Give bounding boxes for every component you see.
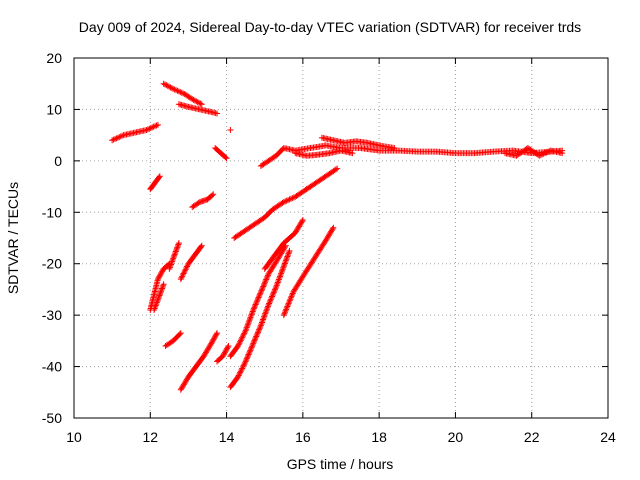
data-series-arc-g [189, 191, 217, 211]
x-axis-label: GPS time / hours [287, 456, 394, 472]
y-axis-label: SDTVAR / TECUs [5, 182, 21, 294]
data-series-arc-a [109, 121, 161, 144]
data-series-arc-f [147, 173, 163, 193]
data-points-arc-p [227, 247, 293, 391]
data-points-arc-e [227, 127, 234, 133]
x-tick-label: 16 [295, 429, 311, 445]
ticks [73, 57, 609, 419]
data-series-arc-p [227, 247, 293, 391]
chart-title: Day 009 of 2024, Sidereal Day-to-day VTE… [79, 19, 581, 35]
x-tick-label: 22 [524, 429, 540, 445]
data-points-arc-c [175, 101, 221, 117]
data-points-arc-n [214, 343, 232, 365]
data-series-arc-b [160, 80, 205, 108]
data-points-arc-j [166, 240, 182, 272]
data-points-arc-w [292, 147, 356, 159]
data-points-arc-i [151, 281, 167, 313]
data-points-arc-b [160, 80, 205, 108]
y-tick-label: 20 [46, 50, 62, 66]
y-tick-label: -50 [42, 410, 62, 426]
data-series-arc-e [227, 127, 234, 133]
data-points-arc-q [280, 224, 337, 319]
data-series-arc-q [280, 224, 337, 319]
y-tick-label: 10 [46, 101, 62, 117]
data-points-arc-o [227, 242, 289, 360]
x-tick-label: 18 [371, 429, 387, 445]
data-series-arc-u [257, 142, 566, 169]
data-series-arc-o [227, 242, 289, 360]
y-tick-label: 0 [54, 153, 62, 169]
x-tick-label: 14 [219, 429, 235, 445]
data-points-arc-a [109, 121, 161, 144]
x-tick-label: 24 [600, 429, 616, 445]
data-series-arc-k [177, 242, 205, 283]
data-points-arc-g [189, 191, 217, 211]
data-points-arc-r [231, 186, 310, 241]
data-series-arc-c [175, 101, 221, 117]
plot-frame [73, 57, 609, 419]
data-points-arc-x [502, 145, 566, 159]
data-series-arc-j [166, 240, 182, 272]
data-points-arc-s [261, 217, 306, 272]
x-tick-label: 10 [66, 429, 82, 445]
data-points-arc-v [318, 134, 398, 151]
y-tick-label: -30 [42, 307, 62, 323]
data-series-arc-n [214, 343, 232, 365]
x-tick-label: 12 [142, 429, 158, 445]
y-tick-label: -20 [42, 256, 62, 272]
data-series-arc-h [147, 260, 173, 313]
data-series-arc-v [318, 134, 398, 151]
data-series-arc-r [231, 186, 310, 241]
y-tick-label: -10 [42, 204, 62, 220]
data-points-arc-m [177, 330, 221, 393]
y-tick-label: -40 [42, 359, 62, 375]
data-points-arc-t [303, 165, 341, 193]
grid [74, 58, 608, 418]
data-points-arc-l [162, 330, 184, 349]
data-series-arc-l [162, 330, 184, 349]
data-points-arc-h [147, 260, 173, 313]
data-series-arc-t [303, 165, 341, 193]
data-points-arc-d [212, 145, 230, 162]
data-points [109, 80, 566, 393]
data-series-arc-i [151, 281, 167, 313]
x-tick-label: 20 [448, 429, 464, 445]
data-points-arc-u [257, 142, 566, 169]
data-series-arc-w [292, 147, 356, 159]
data-series-arc-x [502, 145, 566, 159]
x-tick-labels: 10 12 14 16 18 20 22 24 [66, 429, 616, 445]
y-tick-labels: 20 10 0 -10 -20 -30 -40 -50 [42, 50, 62, 426]
data-points-arc-f [147, 173, 163, 193]
data-series-arc-m [177, 330, 221, 393]
data-series-arc-d [212, 145, 230, 162]
data-series-arc-s [261, 217, 306, 272]
data-points-arc-k [177, 242, 205, 283]
